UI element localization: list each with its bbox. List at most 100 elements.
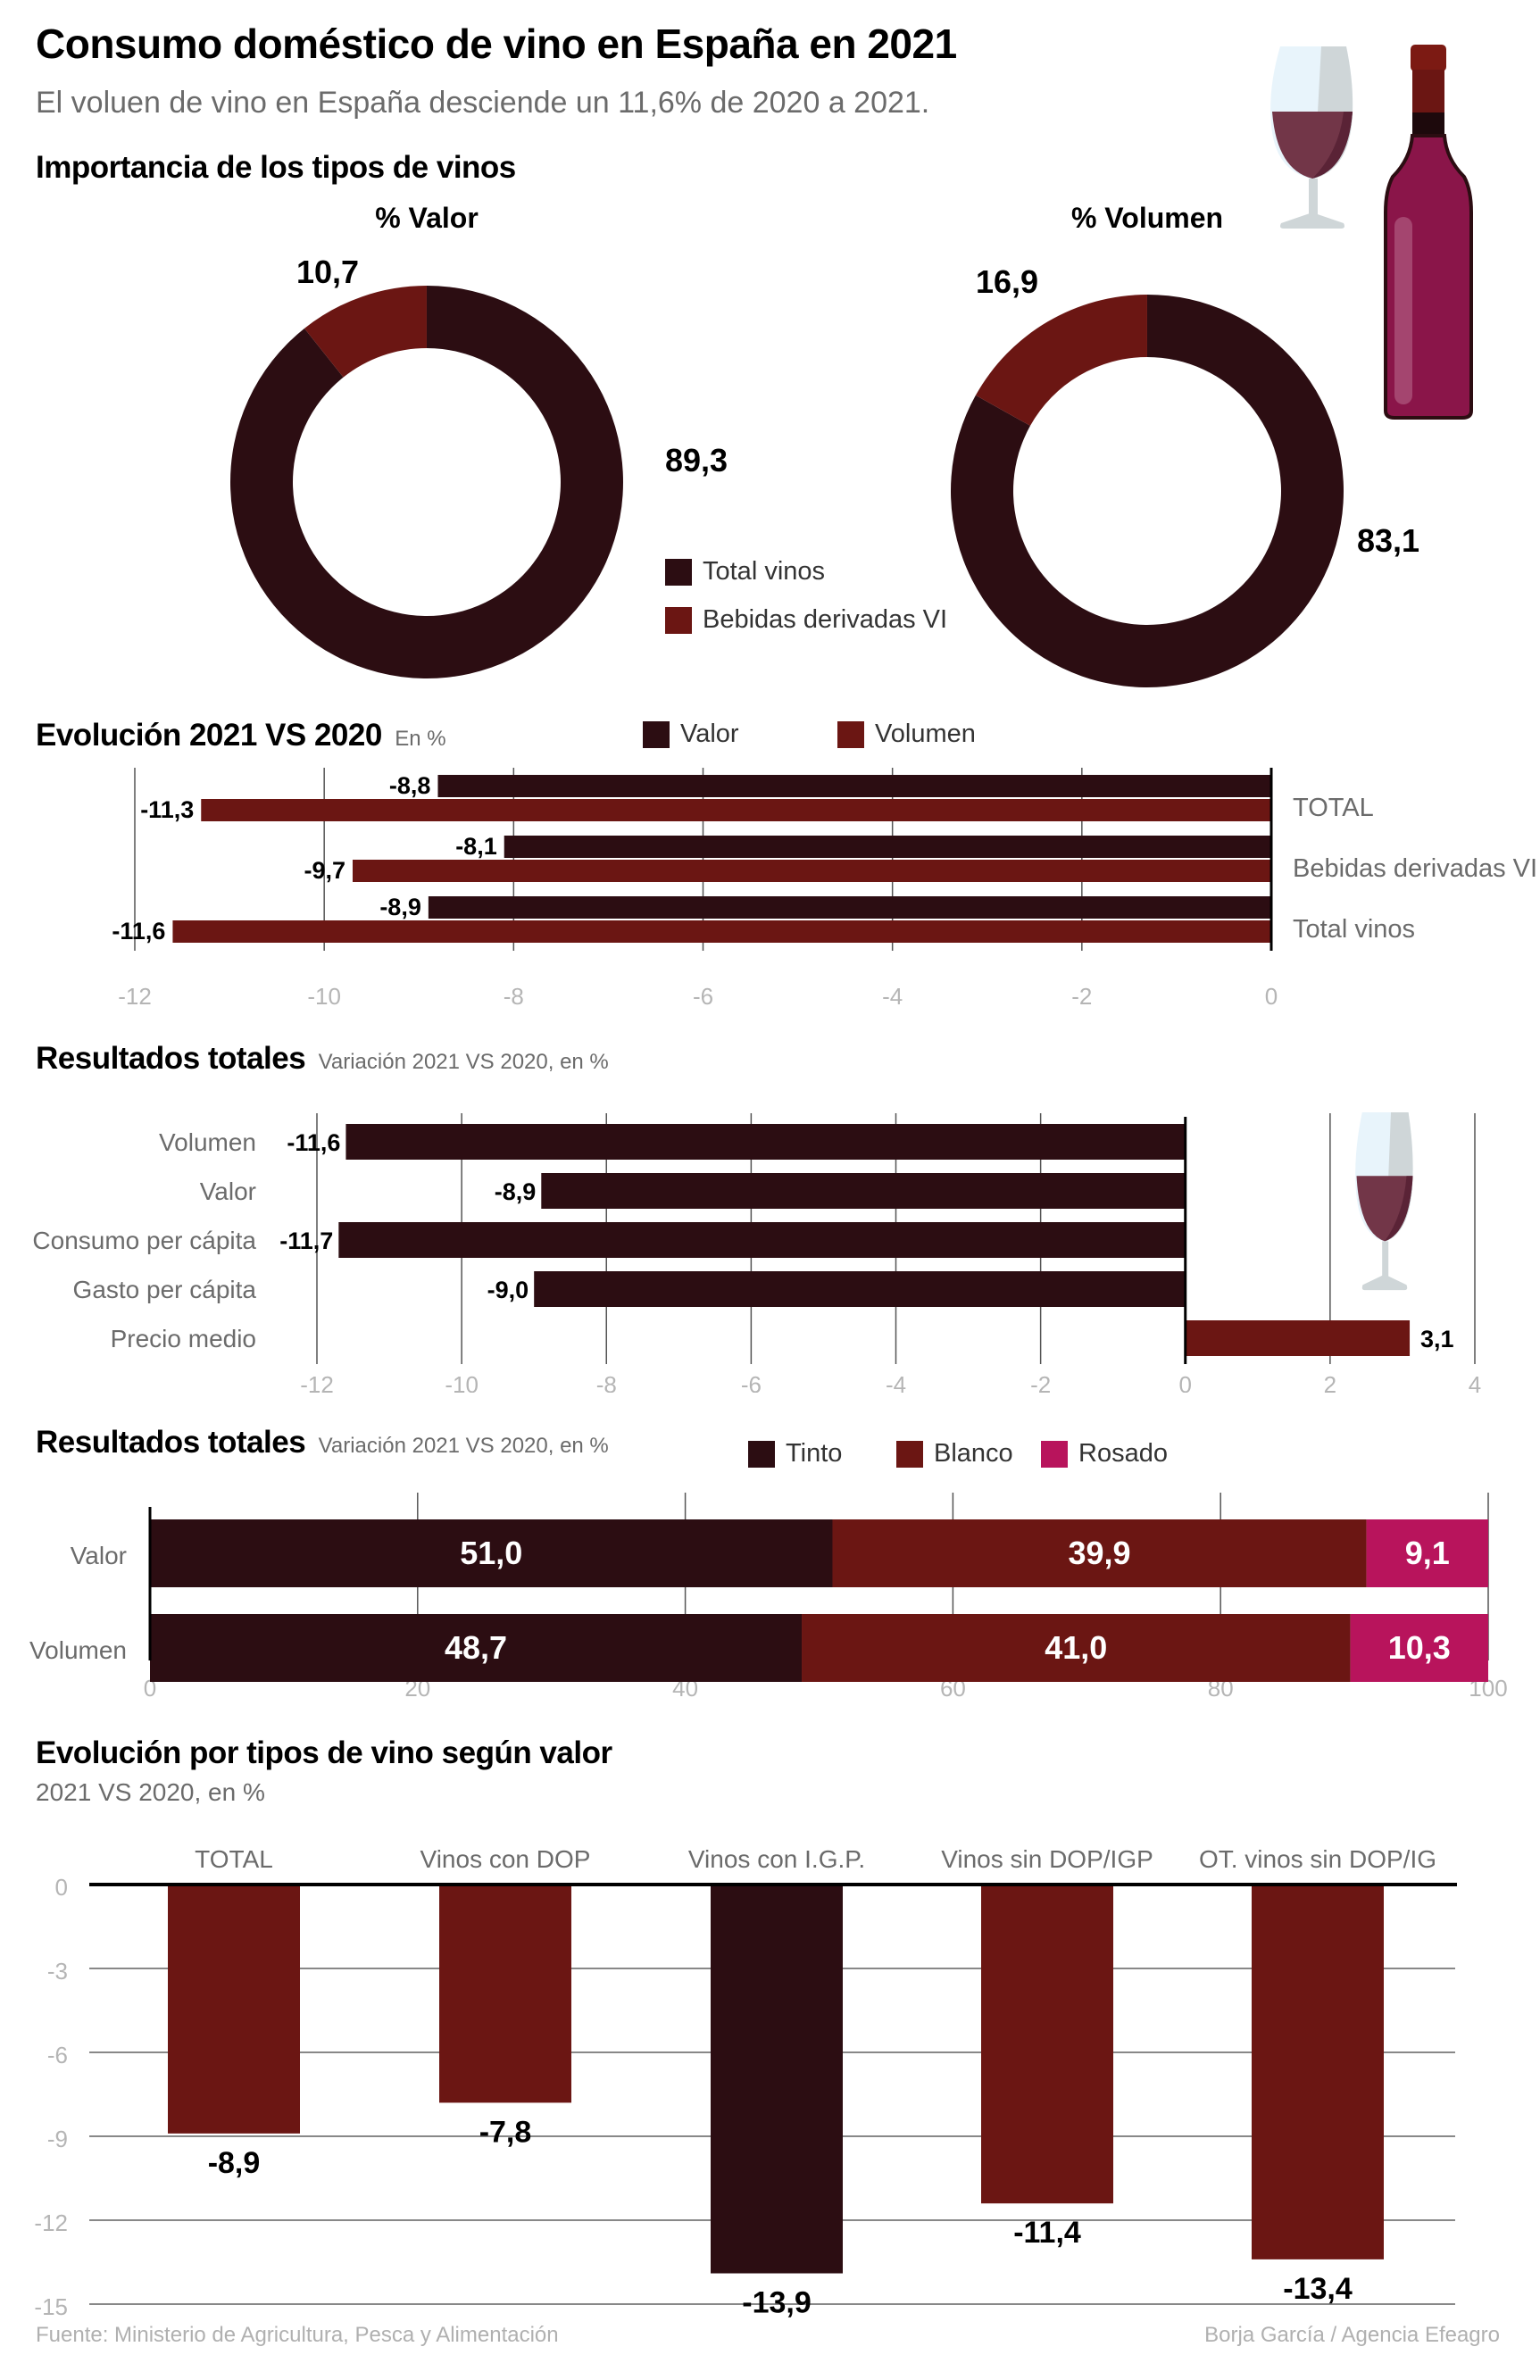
bar-value-label: -11,6 — [112, 918, 165, 945]
legend-swatch-volumen — [837, 720, 864, 748]
section-title-importancia: Importancia de los tipos de vinos — [36, 150, 516, 185]
bar — [711, 1885, 843, 2274]
x-tick-label: -6 — [693, 983, 713, 1009]
resultados-chart: -12 -10 -8 -6 -4 -2 0 2 4 -11,6 Volumen -8,9 Valor -1… — [32, 1113, 1481, 1393]
x-tick-label: -6 — [741, 1371, 762, 1393]
y-tick-label: -6 — [47, 2042, 68, 2068]
y-tick-label: -9 — [47, 2126, 68, 2152]
bar-segment-tinto — [150, 1614, 803, 1682]
donut-slice-total-vinos — [951, 295, 1344, 687]
donut-slice-total-vinos — [230, 286, 624, 678]
page-subtitle: El voluen de vino en España desciende un… — [36, 86, 930, 120]
category-label: Consumo per cápita — [32, 1227, 256, 1254]
legend-label: Bebidas derivadas VI — [703, 605, 948, 634]
bar — [541, 1173, 1186, 1209]
legend-label: Volumen — [875, 720, 976, 748]
legend-item-blanco: Blanco — [896, 1439, 1013, 1469]
x-tick-label: -10 — [445, 1371, 479, 1393]
legend-swatch-tinto — [748, 1440, 775, 1468]
section-note-resultados: Variación 2021 VS 2020, en % — [318, 1050, 609, 1074]
donut-value-label: 16,9 — [976, 263, 1038, 300]
evolucion-chart: -12 -10 -8 -6 -4 -2 0 -8,8 -11,3 TOTAL -8,1 -9,7 Beb… — [112, 768, 1537, 1009]
bar-value-label: -7,8 — [479, 2115, 532, 2149]
category-label: Volumen — [159, 1128, 256, 1156]
bar-segment-blanco — [802, 1614, 1351, 1682]
category-label: TOTAL — [1293, 794, 1374, 822]
page-title: Consumo doméstico de vino en España en 2… — [36, 21, 957, 67]
bar-segment-blanco — [832, 1519, 1367, 1587]
bar-volumen — [201, 799, 1272, 821]
bar-valor — [428, 896, 1271, 919]
x-tick-label: -2 — [1071, 983, 1092, 1009]
bar — [439, 1885, 571, 2103]
x-tick-label: -8 — [596, 1371, 617, 1393]
segment-value-label: 39,9 — [1069, 1535, 1131, 1571]
bar-value-label: -11,3 — [140, 796, 194, 823]
credit-note: Borja García / Agencia Efeagro — [1204, 2323, 1500, 2347]
bar-value-label: 3,1 — [1420, 1326, 1454, 1352]
section-title-resultados-tipos: Resultados totales — [36, 1425, 306, 1460]
category-label: Vinos sin DOP/IGP — [941, 1845, 1153, 1873]
category-label: Valor — [200, 1178, 256, 1205]
bar-volumen — [352, 860, 1271, 882]
legend-swatch-blanco — [896, 1440, 923, 1468]
bar-value-label: -9,7 — [304, 857, 345, 884]
bar-value-label: -8,1 — [455, 833, 497, 860]
donut-value-label: 83,1 — [1357, 522, 1419, 559]
legend-item-bebidas: Bebidas derivadas VI — [665, 605, 947, 635]
x-tick-label: -4 — [886, 1371, 906, 1393]
x-tick-label: -8 — [504, 983, 524, 1009]
bar-value-label: -8,8 — [389, 772, 431, 799]
category-label: Valor — [71, 1542, 127, 1569]
x-tick-label: -2 — [1030, 1371, 1051, 1393]
donut-charts: % Valor 89,3 10,7 % Volumen 83,1 16,9 — [230, 202, 1419, 687]
section-note-evolucion: En % — [395, 727, 446, 751]
donut-value-label: 10,7 — [296, 254, 359, 290]
category-label: Precio medio — [111, 1325, 256, 1352]
segment-value-label: 10,3 — [1388, 1629, 1451, 1666]
y-tick-label: 0 — [55, 1874, 68, 1901]
bar-value-label: -13,9 — [742, 2286, 812, 2320]
bar-volumen — [172, 920, 1271, 943]
wine-glass-icon — [1355, 1111, 1413, 1291]
bar — [338, 1222, 1186, 1258]
legend-label: Tinto — [786, 1439, 843, 1468]
bar — [168, 1885, 300, 2134]
legend-item-valor: Valor — [643, 720, 739, 749]
x-tick-label: 0 — [1179, 1371, 1192, 1393]
bar — [345, 1124, 1186, 1160]
wine-bottle-icon — [1384, 45, 1473, 420]
bar-value-label: -11,6 — [287, 1129, 340, 1156]
category-label: Vinos con DOP — [420, 1845, 591, 1873]
category-label: Bebidas derivadas VI — [1293, 854, 1537, 883]
category-label: TOTAL — [195, 1845, 273, 1873]
segment-value-label: 41,0 — [1045, 1629, 1107, 1666]
segment-value-label: 48,7 — [445, 1629, 507, 1666]
legend-item-rosado: Rosado — [1041, 1439, 1168, 1469]
x-tick-label: -12 — [118, 983, 152, 1009]
x-tick-label: -10 — [307, 983, 341, 1009]
bar-segment-rosado — [1366, 1519, 1488, 1587]
category-label: Vinos con I.G.P. — [688, 1845, 865, 1873]
x-tick-label: -12 — [300, 1371, 334, 1393]
donut-slice-bebidas — [975, 295, 1147, 426]
section-note-resultados-tipos: Variación 2021 VS 2020, en % — [318, 1434, 609, 1458]
bar-value-label: -11,7 — [279, 1227, 333, 1254]
source-note: Fuente: Ministerio de Agricultura, Pesca… — [36, 2323, 559, 2347]
bar-segment-tinto — [150, 1519, 833, 1587]
bar-value-label: -13,4 — [1283, 2272, 1353, 2306]
bar-segment-rosado — [1350, 1614, 1488, 1682]
donut-slice-bebidas — [304, 286, 427, 378]
bar-value-label: -11,4 — [1013, 2216, 1081, 2250]
legend-swatch-rosado — [1041, 1440, 1068, 1468]
category-label: OT. vinos sin DOP/IG — [1199, 1845, 1436, 1873]
y-tick-label: -15 — [34, 2293, 68, 2320]
donut-value-label: 89,3 — [665, 442, 728, 478]
bar-value-label: -8,9 — [495, 1178, 537, 1205]
category-label: Total vinos — [1293, 915, 1415, 944]
donut-title: % Valor — [375, 202, 479, 234]
section-title-evolucion: Evolución 2021 VS 2020 — [36, 718, 382, 753]
category-label: Volumen — [29, 1636, 127, 1664]
bar-value-label: -8,9 — [379, 894, 421, 920]
tipos-chart: 0 -3 -6 -9 -12 -15 TOTAL -8,9 Vinos con DOP -7,8 V… — [34, 1845, 1457, 2320]
